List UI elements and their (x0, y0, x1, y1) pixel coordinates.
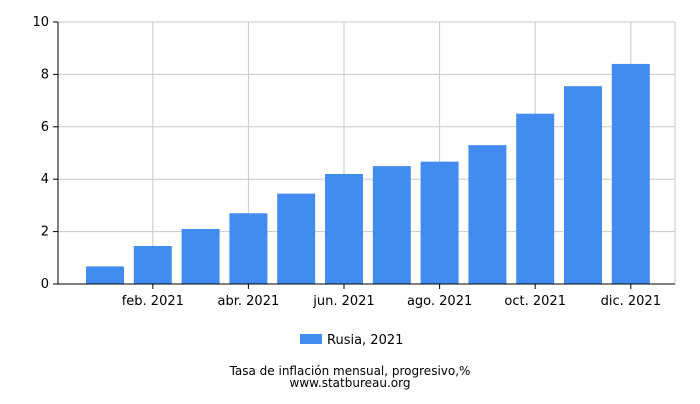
bar (468, 145, 507, 284)
bar (516, 113, 555, 284)
source-text: www.statbureau.org (289, 376, 411, 390)
bar (420, 161, 459, 284)
bar (372, 166, 411, 284)
y-tick-label: 8 (41, 67, 49, 82)
legend-label: Rusia, 2021 (327, 333, 403, 348)
bar (611, 63, 650, 284)
axis-layer: 0 2 4 6 8 10 feb. 2021 abr. 2021 jun. 2021 ago. 2… (32, 15, 675, 309)
bar-layer (86, 63, 650, 284)
x-tick-label: ago. 2021 (407, 294, 472, 309)
bar (325, 173, 363, 284)
x-tick-label: dic. 2021 (601, 294, 661, 309)
x-tick-label: abr. 2021 (218, 294, 280, 309)
bar (277, 193, 316, 284)
y-tick-label: 0 (41, 277, 49, 292)
bar (181, 228, 220, 284)
y-tick-label: 10 (32, 15, 49, 30)
x-tick-label: jun. 2021 (312, 294, 374, 309)
x-tick-label: oct. 2021 (504, 294, 566, 309)
bar (86, 266, 124, 284)
bar (133, 246, 172, 284)
y-tick-label: 4 (41, 172, 49, 187)
bar (564, 86, 602, 284)
legend: Rusia, 2021 (300, 333, 403, 348)
y-tick-label: 6 (41, 120, 49, 135)
legend-swatch (300, 334, 322, 344)
chart-caption: Tasa de inflación mensual, progresivo,% (229, 364, 471, 378)
x-tick-label: feb. 2021 (122, 294, 184, 309)
y-tick-label: 2 (41, 225, 49, 240)
bar (229, 213, 268, 284)
